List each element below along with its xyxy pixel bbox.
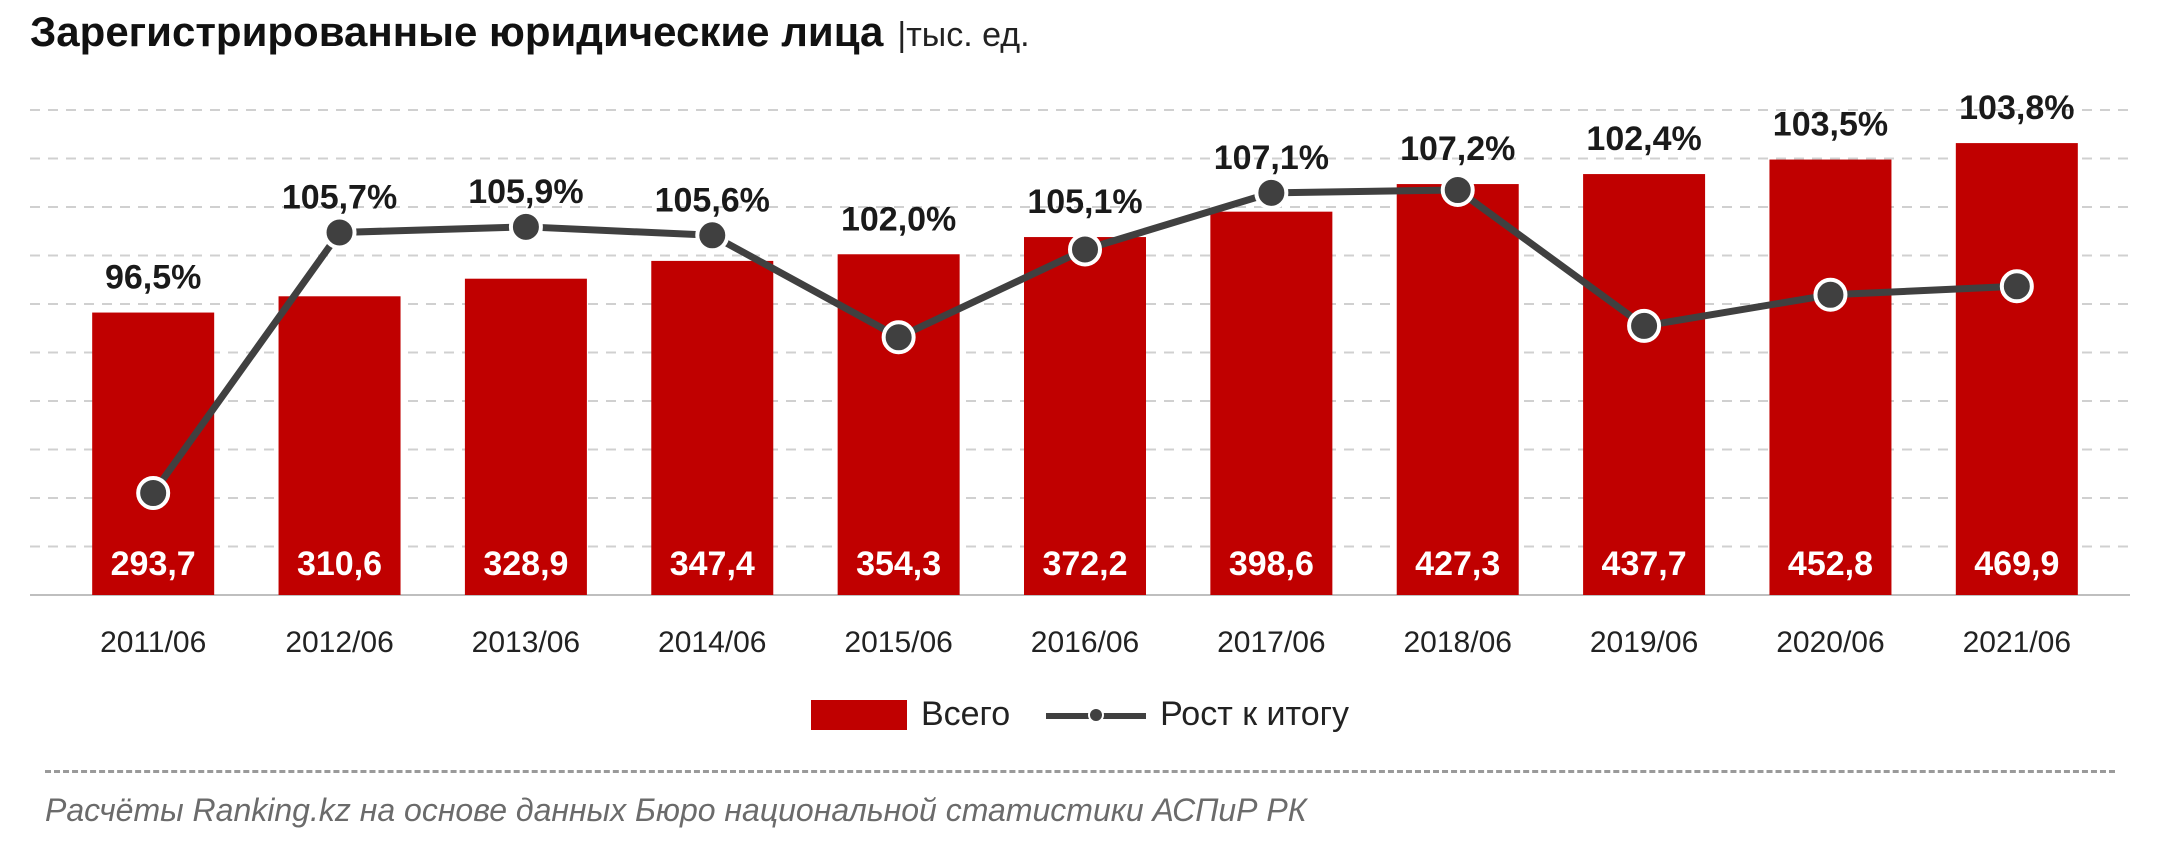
growth-point bbox=[1813, 277, 1848, 312]
legend: Всего Рост к итогу bbox=[0, 695, 2160, 734]
bar-value-label: 452,8 bbox=[1788, 545, 1873, 583]
source-note: Расчёты Ranking.kz на основе данных Бюро… bbox=[45, 792, 1307, 828]
growth-point bbox=[1068, 232, 1102, 267]
growth-point bbox=[322, 215, 357, 250]
growth-value-label: 105,7% bbox=[282, 178, 397, 216]
bar-value-label: 310,6 bbox=[297, 545, 382, 583]
x-tick-label: 2013/06 bbox=[472, 626, 580, 659]
bar-value-label: 437,7 bbox=[1602, 545, 1687, 583]
x-tick-label: 2011/06 bbox=[100, 626, 206, 659]
x-tick-label: 2021/06 bbox=[1963, 626, 2071, 659]
bar-value-label: 427,3 bbox=[1415, 545, 1500, 583]
x-tick-label: 2017/06 bbox=[1217, 626, 1325, 659]
bar-value-label: 328,9 bbox=[483, 545, 568, 583]
bar bbox=[278, 296, 401, 595]
growth-value-label: 107,2% bbox=[1400, 130, 1515, 168]
growth-value-label: 103,5% bbox=[1773, 106, 1888, 144]
bar-value-label: 293,7 bbox=[111, 545, 196, 583]
growth-value-label: 102,4% bbox=[1586, 120, 1701, 158]
growth-value-label: 105,9% bbox=[468, 173, 583, 211]
x-tick-label: 2014/06 bbox=[658, 626, 766, 659]
bar bbox=[651, 260, 774, 595]
legend-bar-swatch bbox=[810, 699, 907, 730]
growth-value-label: 107,1% bbox=[1214, 139, 1329, 177]
growth-point bbox=[1627, 308, 1662, 343]
bar bbox=[837, 254, 960, 596]
bar-value-label: 372,2 bbox=[1042, 545, 1127, 583]
bar bbox=[1396, 184, 1519, 595]
growth-value-label: 105,1% bbox=[1027, 183, 1142, 221]
chart-title-row: Зарегистрированные юридические лица |тыс.… bbox=[30, 8, 1030, 56]
chart: 293,7 2011/06 310,6 2012/06 328,9 2013/06 347,… bbox=[30, 89, 2130, 659]
growth-value-label: 102,0% bbox=[841, 200, 956, 238]
growth-value-label: 103,8% bbox=[1959, 89, 2074, 127]
x-tick-label: 2020/06 bbox=[1776, 626, 1884, 659]
legend-line-label: Рост к итогу bbox=[1160, 695, 1350, 733]
legend-item-total: Всего bbox=[810, 695, 1011, 734]
chart-title: Зарегистрированные юридические лица bbox=[30, 8, 884, 55]
legend-item-growth: Рост к итогу bbox=[1046, 695, 1349, 734]
bar bbox=[464, 278, 587, 595]
x-tick-label: 2018/06 bbox=[1404, 626, 1512, 659]
bar bbox=[1210, 211, 1333, 595]
growth-value-label: 96,5% bbox=[105, 259, 201, 297]
x-tick-label: 2012/06 bbox=[285, 626, 393, 659]
growth-point bbox=[881, 320, 916, 355]
growth-point bbox=[136, 476, 171, 510]
chart-unit: |тыс. ед. bbox=[897, 16, 1030, 54]
growth-value-label: 105,6% bbox=[655, 181, 770, 219]
bar bbox=[92, 312, 215, 595]
bar bbox=[1583, 174, 1706, 595]
x-tick-label: 2016/06 bbox=[1031, 626, 1139, 659]
bar bbox=[1955, 143, 2078, 595]
divider bbox=[45, 770, 2115, 773]
bar-value-label: 398,6 bbox=[1229, 545, 1314, 583]
bar-value-label: 354,3 bbox=[856, 545, 941, 583]
growth-point bbox=[1440, 173, 1475, 207]
legend-bar-label: Всего bbox=[920, 695, 1011, 733]
growth-point bbox=[508, 209, 543, 244]
x-tick-label: 2019/06 bbox=[1590, 626, 1698, 659]
bar-value-label: 469,9 bbox=[1974, 545, 2059, 583]
x-tick-label: 2015/06 bbox=[844, 626, 952, 659]
bar bbox=[1769, 159, 1892, 596]
growth-point bbox=[1254, 175, 1289, 210]
growth-point bbox=[1999, 269, 2034, 304]
legend-line-swatch bbox=[1046, 700, 1147, 730]
bar-value-label: 347,4 bbox=[670, 545, 755, 583]
growth-point bbox=[695, 218, 730, 253]
bar bbox=[1024, 237, 1146, 595]
